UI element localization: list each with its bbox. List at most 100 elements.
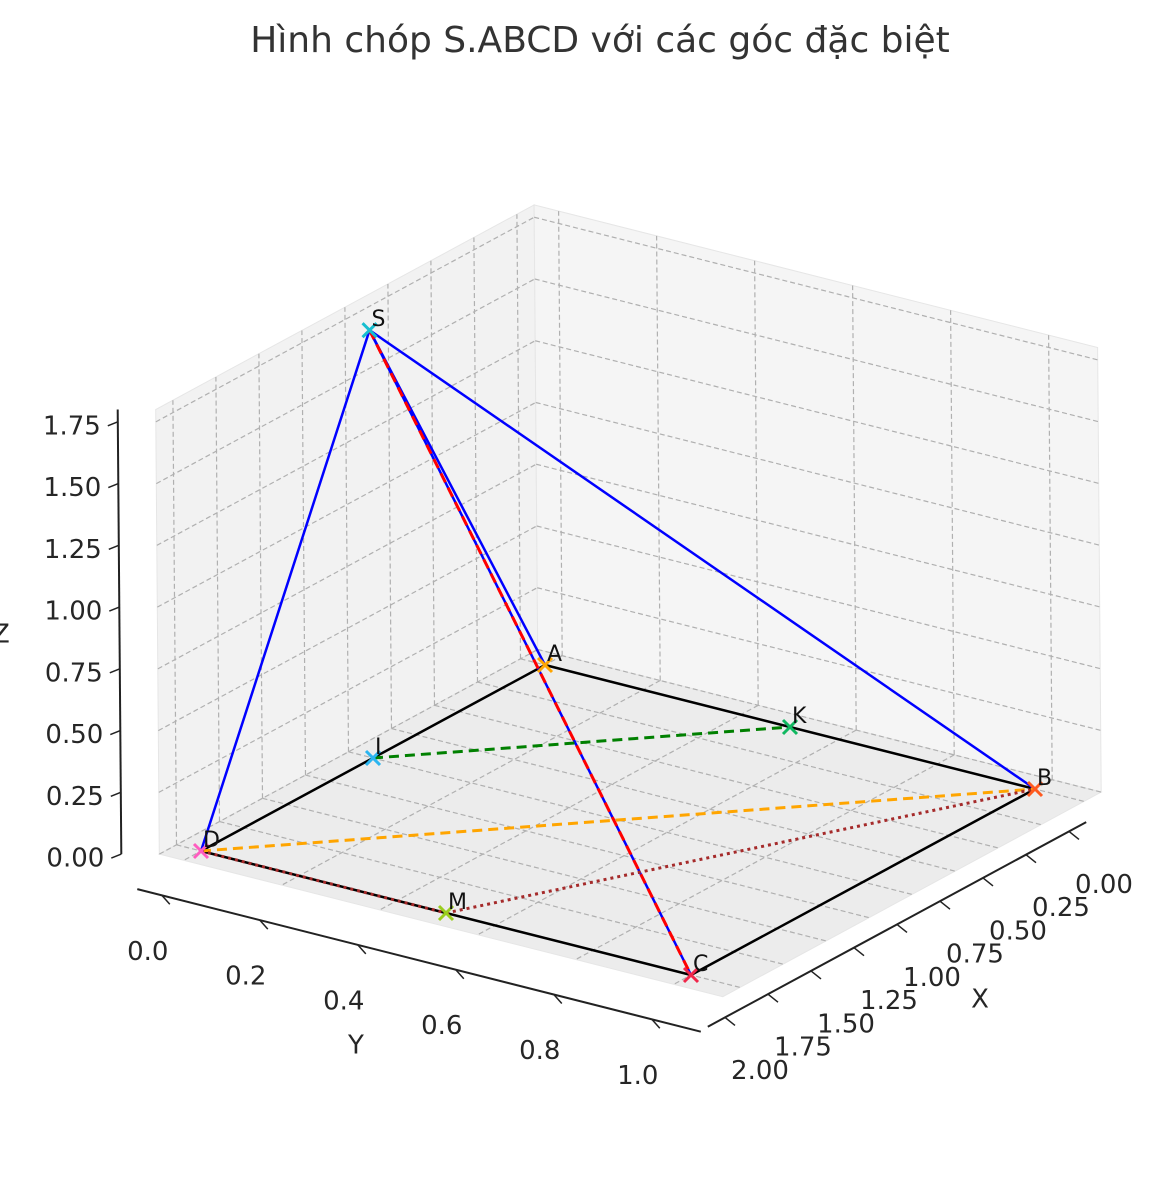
x-tick-mark [724, 1016, 736, 1026]
y-tick-label: 0.4 [323, 986, 364, 1016]
point-marker [361, 322, 378, 339]
grid-line [348, 751, 913, 895]
chart-title: Hình chóp S.ABCD với các góc đặc biệt [250, 20, 950, 61]
y-tick-mark [259, 919, 269, 930]
x-tick-label: 0.75 [946, 940, 1004, 970]
z-tick-mark [107, 421, 119, 427]
x-tick-label: 0.50 [989, 916, 1047, 946]
point-label: M [448, 890, 467, 915]
point-marker [781, 718, 799, 736]
segment [368, 329, 1036, 791]
x-tick-label: 2.00 [731, 1056, 789, 1086]
grid-line [535, 340, 1099, 484]
z-tick-mark [110, 791, 122, 798]
grid-line [536, 463, 1100, 608]
x-tick-mark [767, 993, 779, 1003]
segment [690, 787, 1036, 977]
z-tick-label: 0.25 [46, 782, 104, 812]
x-tick-mark [1025, 854, 1037, 864]
grid-line [305, 774, 870, 919]
point-label: B [1037, 766, 1052, 791]
grid-line [434, 704, 999, 849]
x-tick-mark [853, 947, 865, 957]
z-tick-label: 0.00 [46, 844, 104, 874]
point-label: D [203, 828, 220, 853]
x-tick-label: 0.25 [1032, 893, 1090, 923]
grid-line [477, 681, 1042, 826]
z-tick-mark [110, 729, 121, 736]
point-marker [192, 842, 210, 860]
grid-line [219, 820, 784, 965]
x-tick-mark [939, 900, 951, 910]
y-tick-label: 0.6 [421, 1011, 462, 1041]
point-label: S [372, 307, 386, 332]
segment [445, 787, 1036, 915]
y-tick-mark [161, 894, 171, 905]
z-tick-mark [108, 544, 120, 551]
grid-line [301, 330, 307, 776]
point-label: I [375, 735, 382, 760]
y-tick-mark [553, 994, 563, 1004]
z-tick-label: 1.00 [44, 597, 102, 627]
y-tick-label: 1.0 [617, 1061, 658, 1091]
y-tick-mark [651, 1018, 661, 1029]
grid-line [534, 278, 1099, 423]
grid-line [391, 727, 956, 872]
point-marker [536, 656, 554, 674]
grid-line [535, 401, 1100, 546]
y-tick-label: 0.8 [519, 1036, 560, 1066]
x-tick-mark [1068, 830, 1080, 840]
point-label: C [693, 952, 708, 977]
segment [372, 725, 791, 760]
x-tick-label: 1.50 [817, 1009, 875, 1039]
z-axis-label: Z [0, 620, 10, 650]
y-axis-line [137, 888, 702, 1033]
segment [200, 849, 447, 915]
grid-line [258, 353, 264, 799]
x-tick-mark [896, 923, 908, 933]
grid-line [536, 525, 1101, 670]
z-tick-mark [109, 668, 121, 674]
x-tick-label: 1.25 [860, 986, 918, 1016]
z-tick-mark [108, 482, 119, 489]
y-axis-label: Y [347, 1031, 364, 1061]
grid-line [949, 310, 955, 755]
x-tick-label: 1.00 [903, 963, 961, 993]
point-label: A [547, 642, 562, 667]
z-tick-mark [111, 853, 122, 859]
y-tick-label: 0.2 [225, 962, 266, 992]
segment [368, 329, 693, 976]
grid-line [534, 216, 1098, 361]
x-tick-label: 1.75 [774, 1033, 832, 1063]
grid-line [262, 797, 827, 942]
z-tick-label: 1.75 [43, 411, 101, 441]
segment [368, 329, 547, 666]
point-marker [364, 749, 382, 767]
segment [199, 329, 371, 852]
x-tick-mark [982, 877, 994, 887]
z-tick-label: 1.25 [44, 535, 102, 565]
x-axis-line [707, 821, 1087, 1028]
grid-line [344, 307, 350, 752]
point-marker [1026, 780, 1044, 798]
z-axis-line [116, 409, 123, 855]
grid-line [387, 283, 393, 729]
z-tick-mark [109, 606, 120, 612]
y-tick-mark [357, 944, 367, 955]
point-label: K [792, 704, 807, 729]
x-axis-label: X [971, 985, 989, 1015]
x-tick-mark [810, 970, 822, 980]
z-tick-label: 0.75 [45, 658, 103, 688]
grid-line [537, 587, 1101, 731]
y-tick-mark [455, 969, 465, 980]
point-marker [682, 966, 700, 984]
z-tick-label: 1.50 [43, 473, 101, 503]
grid-line [537, 648, 1102, 793]
point-marker [437, 904, 455, 922]
segment [200, 787, 1036, 853]
y-tick-label: 0.0 [127, 937, 168, 967]
z-tick-label: 0.50 [45, 720, 103, 750]
x-tick-label: 0.00 [1075, 870, 1133, 900]
